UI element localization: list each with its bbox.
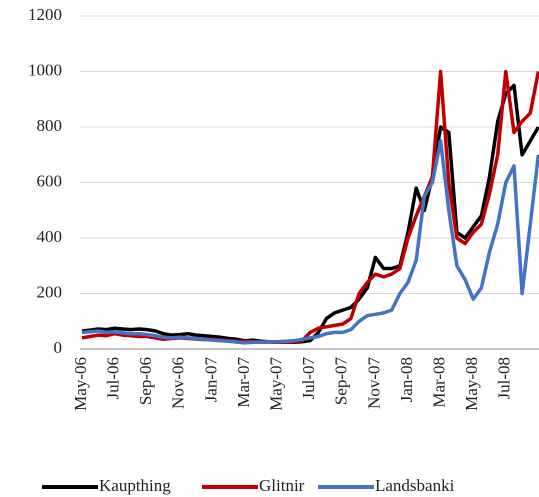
y-tick-label: 1000 [28,60,62,79]
y-tick-label: 0 [54,338,63,357]
x-tick-label: May-08 [462,357,481,411]
x-tick-label: Mar-08 [430,357,449,408]
series-line [81,83,539,345]
x-tick-label: Jan-08 [397,357,416,402]
x-tick-label: Nov-06 [169,357,188,409]
legend-label: Landsbanki [375,476,455,495]
y-tick-label: 800 [37,116,63,135]
x-tick-label: Jul-06 [104,357,123,400]
legend-label: Glitnir [259,476,305,495]
x-tick-label: Sep-06 [136,357,155,405]
series-line [81,139,539,345]
y-tick-label: 600 [37,171,63,190]
x-tick-label: Jul-07 [299,357,318,400]
x-tick-label: May-07 [267,357,286,411]
x-tick-label: May-06 [71,357,90,411]
y-tick-label: 200 [37,282,63,301]
y-tick-label: 1200 [28,5,62,24]
x-tick-label: Sep-07 [332,357,351,406]
legend-label: Kaupthing [99,476,171,495]
y-tick-label: 400 [37,227,63,246]
x-tick-label: Nov-07 [364,357,383,409]
x-tick-label: Jul-08 [495,357,514,400]
x-tick-label: Jan-07 [201,357,220,403]
series-line [81,69,539,345]
x-tick-label: Mar-07 [234,357,253,408]
